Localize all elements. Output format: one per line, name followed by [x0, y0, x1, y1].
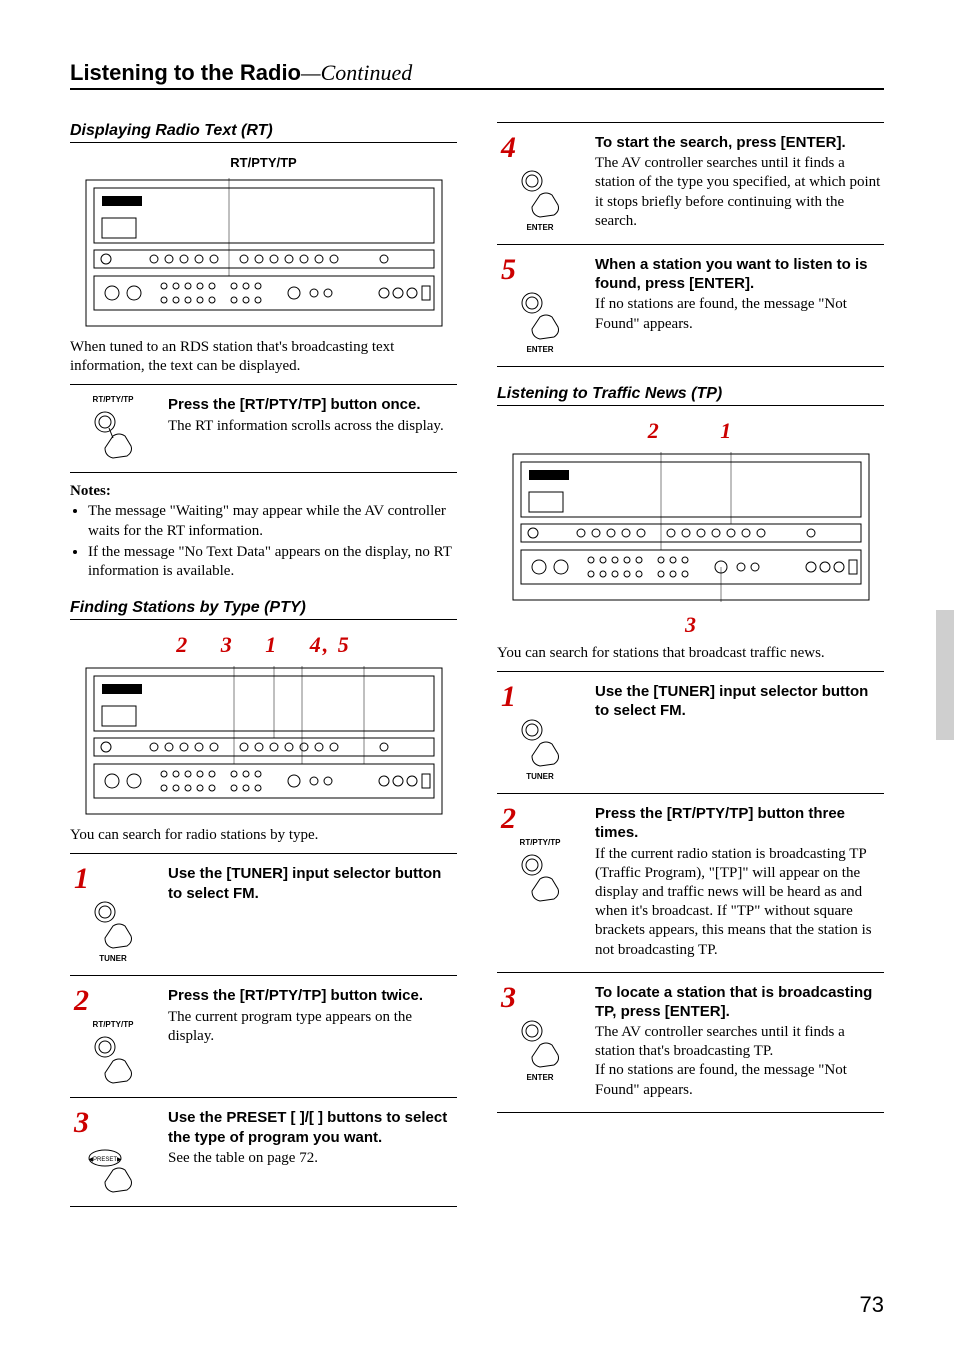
step-icon-label: ENTER — [526, 345, 553, 354]
rt-step: RT/PTY/TP Press the [RT/PTY/TP] button o… — [70, 384, 457, 473]
page-title-row: Listening to the Radio—Continued — [70, 60, 884, 90]
callout-num: 2 — [176, 632, 189, 657]
tp-step-2: 2 RT/PTY/TP Press the [RT/PTY/TP] button… — [497, 793, 884, 972]
step-icon-label: RT/PTY/TP — [520, 838, 561, 847]
tp-callout-bottom: 3 — [497, 612, 884, 638]
step-icon-label: RT/PTY/TP — [93, 1020, 134, 1029]
preset-rocker-icon: ◀PRESET▶ — [83, 1142, 143, 1194]
pty-device-illustration — [84, 666, 444, 816]
page: Listening to the Radio—Continued Display… — [70, 60, 884, 1207]
rt-illus-label: RT/PTY/TP — [70, 155, 457, 170]
callout-num: 1 — [265, 632, 278, 657]
step-body-text: The AV controller searches until it find… — [595, 154, 884, 231]
step-title: Press the [RT/PTY/TP] button three times… — [595, 804, 884, 842]
tp-callouts-top: 2 1 — [497, 418, 884, 444]
step-body-text: See the table on page 72. — [168, 1149, 457, 1168]
tp-step-3: 3 ENTER To locate a station that is broa… — [497, 972, 884, 1112]
notes-heading: Notes: — [70, 483, 457, 500]
tp-intro-text: You can search for stations that broadca… — [497, 644, 884, 663]
rt-step-title: Press the [RT/PTY/TP] button once. — [168, 395, 457, 414]
pty-callouts: 2 3 1 4, 5 — [70, 632, 457, 658]
pty-step-4: 4 ENTER To start the search, press [ENTE… — [497, 123, 884, 244]
page-title-continued: Continued — [321, 60, 413, 85]
press-button-icon — [510, 851, 570, 903]
rt-step-body: Press the [RT/PTY/TP] button once. The R… — [168, 395, 457, 460]
section-heading-pty: Finding Stations by Type (PTY) — [70, 599, 457, 620]
pty-step-1: 1 TUNER Use the [TUNER] input selector b… — [70, 854, 457, 975]
step-title: When a station you want to listen to is … — [595, 255, 884, 293]
tp-steps: 1 TUNER Use the [TUNER] input selector b… — [497, 671, 884, 1113]
right-column: 4 ENTER To start the search, press [ENTE… — [497, 114, 884, 1207]
note-item: If the message "No Text Data" appears on… — [88, 543, 457, 581]
step-icon-label: TUNER — [526, 772, 554, 781]
step-title: To locate a station that is broadcasting… — [595, 983, 884, 1021]
press-button-icon — [83, 898, 143, 950]
step-number: 1 — [74, 864, 89, 894]
rt-step-icon-col: RT/PTY/TP — [70, 395, 156, 460]
rt-step-icon-label: RT/PTY/TP — [93, 395, 134, 404]
tp-step-1: 1 TUNER Use the [TUNER] input selector b… — [497, 672, 884, 793]
step-body-text: If no stations are found, the message "N… — [595, 295, 884, 333]
pty-step-3: 3 ◀PRESET▶ Use the PRESET [ ]/[ ] button… — [70, 1097, 457, 1206]
step-title: Use the [TUNER] input selector button to… — [595, 682, 884, 720]
page-title: Listening to the Radio — [70, 60, 301, 85]
callout-num: 3 — [221, 632, 234, 657]
page-number: 73 — [860, 1292, 884, 1318]
svg-text:◀PRESET▶: ◀PRESET▶ — [88, 1157, 122, 1163]
step-number: 1 — [501, 682, 516, 712]
callout-num: 4, 5 — [310, 632, 351, 657]
columns: Displaying Radio Text (RT) RT/PTY/TP — [70, 114, 884, 1207]
enter-button-icon — [510, 167, 570, 219]
step-title: Use the PRESET [ ]/[ ] buttons to select… — [168, 1108, 457, 1146]
step-body-text: The AV controller searches until it find… — [595, 1023, 884, 1100]
rt-intro-text: When tuned to an RDS station that's broa… — [70, 338, 457, 376]
enter-button-icon — [510, 1017, 570, 1069]
tp-device-illustration — [511, 452, 871, 602]
step-number: 2 — [74, 986, 89, 1016]
page-side-tab — [936, 610, 954, 740]
note-item: The message "Waiting" may appear while t… — [88, 502, 457, 540]
step-number: 2 — [501, 804, 516, 834]
step-title: Use the [TUNER] input selector button to… — [168, 864, 457, 902]
step-body-text: If the current radio station is broadcas… — [595, 845, 884, 960]
step-icon-label: ENTER — [526, 223, 553, 232]
step-number: 5 — [501, 255, 516, 285]
press-button-icon — [83, 1033, 143, 1085]
enter-button-icon — [510, 289, 570, 341]
rt-device-illustration — [84, 178, 444, 328]
notes-list: The message "Waiting" may appear while t… — [70, 502, 457, 581]
step-icon-label: ENTER — [526, 1073, 553, 1082]
left-column: Displaying Radio Text (RT) RT/PTY/TP — [70, 114, 457, 1207]
step-number: 4 — [501, 133, 516, 163]
step-number: 3 — [74, 1108, 89, 1138]
callout-num: 1 — [720, 418, 733, 443]
press-button-icon — [83, 408, 143, 460]
pty-step-2: 2 RT/PTY/TP Press the [RT/PTY/TP] button… — [70, 975, 457, 1097]
pty-intro-text: You can search for radio stations by typ… — [70, 826, 457, 845]
step-body-text: The current program type appears on the … — [168, 1008, 457, 1046]
pty-step-5: 5 ENTER When a station you want to liste… — [497, 244, 884, 366]
callout-num: 2 — [648, 418, 661, 443]
step-number: 3 — [501, 983, 516, 1013]
pty-steps: 1 TUNER Use the [TUNER] input selector b… — [70, 853, 457, 1207]
pty-steps-continued: 4 ENTER To start the search, press [ENTE… — [497, 122, 884, 367]
step-title: Press the [RT/PTY/TP] button twice. — [168, 986, 457, 1005]
rt-step-text: The RT information scrolls across the di… — [168, 417, 457, 436]
step-title: To start the search, press [ENTER]. — [595, 133, 884, 152]
section-heading-tp: Listening to Traffic News (TP) — [497, 385, 884, 406]
section-heading-rt: Displaying Radio Text (RT) — [70, 122, 457, 143]
press-button-icon — [510, 716, 570, 768]
page-title-sep: — — [301, 60, 321, 85]
step-icon-label: TUNER — [99, 954, 127, 963]
